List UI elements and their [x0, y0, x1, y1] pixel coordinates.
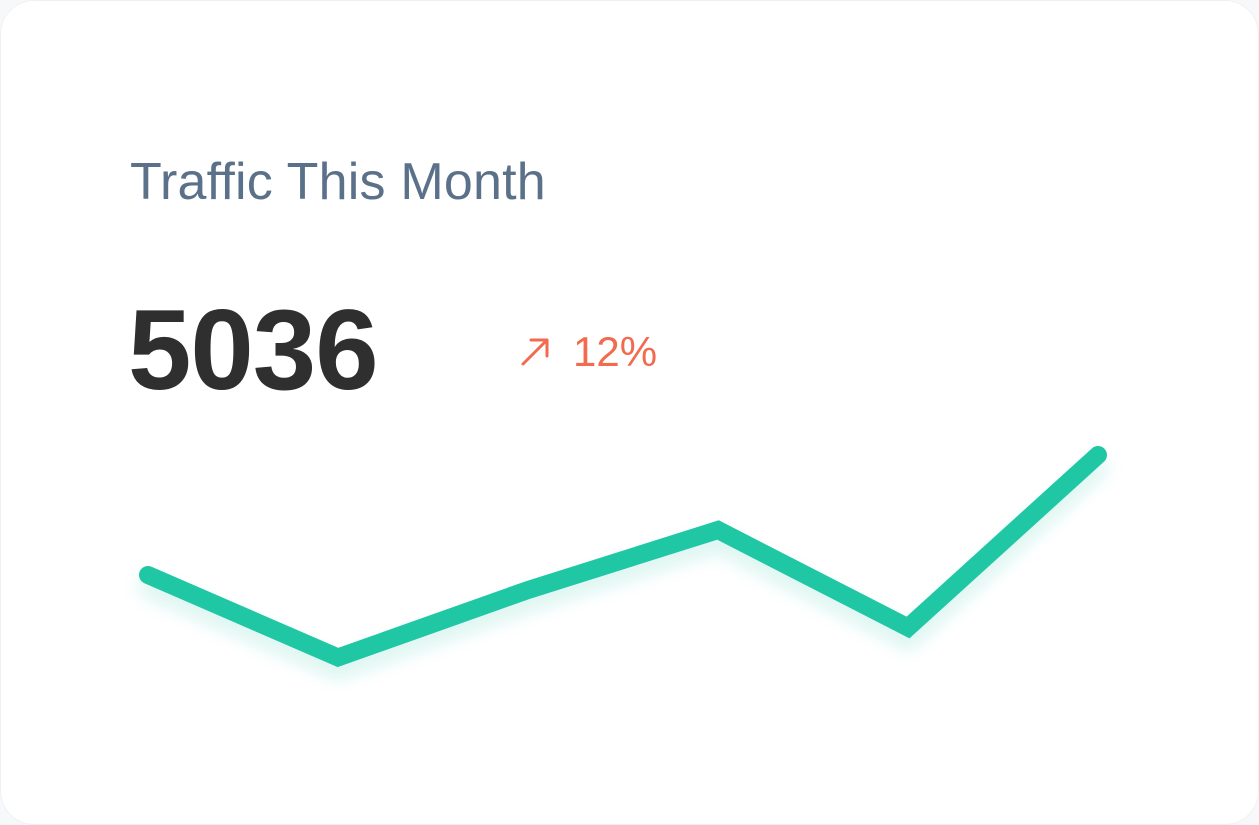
trend-indicator: 12% [517, 326, 657, 378]
card-title: Traffic This Month [130, 153, 546, 211]
sparkline-series [139, 446, 1107, 668]
traffic-value: 5036 [128, 287, 379, 414]
sparkline-layer [139, 446, 1107, 680]
trend-percent: 12% [573, 328, 658, 375]
arrow-up-right-icon [521, 338, 549, 366]
